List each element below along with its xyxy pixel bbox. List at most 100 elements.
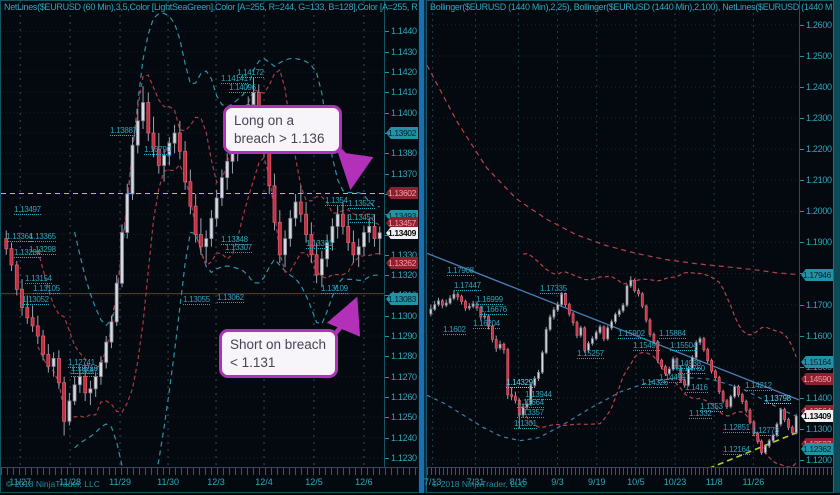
time-tick-label: 9/19 [587,477,606,487]
price-label: 1.13497 [14,205,41,215]
time-tick-label: 11/8 [705,477,723,487]
axis-tick-label: 1.1370 [391,169,417,179]
axis-tick-label: 1.1900 [806,237,832,247]
price-axis-hourly[interactable]: 1.14401.14301.14201.14101.14001.13901.13… [384,1,418,468]
chart-title-daily: Bollinger($EURUSD (1440 Min),2,25), Boll… [430,2,832,12]
axis-tick [385,113,389,114]
price-label: 1.13527 [348,199,375,209]
callout-long-breach[interactable]: Long on a breach > 1.136 [223,105,342,155]
axis-tick-label: 1.1410 [391,87,417,97]
price-label: 1.13055 [183,295,210,305]
axis-tick [800,211,804,212]
time-tick-label: 10/23 [663,477,687,487]
axis-tick [385,458,389,459]
price-label: 1.1416 [685,383,708,393]
axis-tick-label: 1.1300 [806,424,832,434]
axis-tick [800,273,804,274]
price-label: 1.1353 [700,402,723,412]
price-label: 1.13944 [525,390,552,400]
price-label: 1.13062 [217,293,244,303]
axis-tick-label: 1.2100 [806,175,832,185]
price-axis-daily[interactable]: 1.2600 1.2500 1.2400 1.2300 1.2200 1.2100 1.20… [799,1,833,468]
axis-tick [800,180,804,181]
axis-tick [800,87,804,88]
axis-tick-label: 1.1250 [391,412,417,422]
axis-tick-label: 1.1420 [391,67,417,77]
price-label: 1.17908 [447,266,474,276]
time-axis-hourly[interactable]: 11/27 11/28 11/29 11/30 12/3 12/4 12/5 12/6 [1,467,418,492]
price-label: 1.15884 [659,329,686,339]
time-tick-label: 11/28 [59,477,82,487]
axis-tick-label: 1.1320 [391,270,417,280]
axis-tick-label: 1.1700 [806,300,832,310]
price-label: 1.1602 [443,325,466,335]
axis-tick-label: 1.1440 [391,26,417,36]
price-marker-teal: 1.12362 [801,443,833,455]
panel-separator[interactable] [418,0,426,493]
axis-tick-label: 1.1240 [391,433,417,443]
time-tick-label: 12/4 [255,477,273,487]
chart-plot-hourly[interactable]: 1.141721.141411.140961.139881.137901.138… [1,1,385,468]
time-tick-marks [1,468,418,475]
price-label: 1.12697 [71,367,98,377]
axis-tick [385,153,389,154]
axis-tick [385,316,389,317]
axis-tick [385,194,389,195]
axis-tick-label: 1.1300 [391,311,417,321]
price-label: 1.14141 [221,74,248,84]
chart-plot-daily[interactable]: 1.17908 1.17447 1.17335 1.16999 1.16676 1.162… [427,1,800,468]
price-label: 1.15504 [670,341,697,351]
axis-tick-label: 1.2000 [806,206,832,216]
axis-tick [385,174,389,175]
axis-tick-label: 1.1200 [806,455,832,465]
price-label: 1.12773 [752,426,779,436]
axis-tick [385,397,389,398]
axis-tick-label: 1.1330 [391,250,417,260]
price-label: 1.15257 [577,349,604,359]
time-tick-label: 12/6 [355,477,373,487]
price-marker-white: 1.13409 [386,227,418,239]
price-marker-red: 1.13602 [386,187,418,199]
axis-tick [385,92,389,93]
chart-canvas [427,1,800,468]
chart-panel-daily[interactable]: Bollinger($EURUSD (1440 Min),2,25), Boll… [423,0,834,493]
price-label: 1.13284 [14,248,41,258]
price-label: 1.15497 [633,341,660,351]
axis-tick [385,295,389,296]
price-marker-teal: 1.15164 [801,356,833,368]
axis-tick-label: 1.2600 [806,20,832,30]
copyright-hourly: © 2018 NinjaTrader, LLC [6,479,100,489]
axis-tick [385,377,389,378]
price-label: 1.13348 [221,235,248,245]
axis-tick [800,149,804,150]
price-label: 1.16204 [473,319,500,329]
price-label: 1.13109 [321,284,348,294]
price-label: 1.13357 [517,408,544,418]
axis-tick-label: 1.2200 [806,144,832,154]
axis-tick [800,336,804,337]
axis-tick [800,25,804,26]
axis-tick [800,429,804,430]
time-tick-label: 7/13 [423,477,442,487]
price-label: 1.1354 [325,196,348,206]
axis-tick [385,52,389,53]
axis-tick [800,118,804,119]
axis-tick-label: 1.2400 [806,82,832,92]
axis-tick [385,417,389,418]
chart-canvas [1,1,385,468]
callout-short-breach[interactable]: Short on breach < 1.131 [219,329,338,379]
axis-tick [385,31,389,32]
time-axis-daily[interactable]: 7/13 7/31 8/16 9/3 9/19 10/5 10/23 11/8 11/26 [423,467,833,492]
price-label: 1.12851 [723,423,750,433]
chart-panel-hourly[interactable]: NetLines($EURUSD (60 Min),3,5,Color [Lig… [0,0,419,493]
price-label: 1.1301 [514,419,537,429]
price-label: 1.13790 [144,145,171,155]
price-label: 1.15902 [618,329,645,339]
price-marker-teal: 1.13083 [386,293,418,305]
price-label: 1.14172 [237,68,264,78]
axis-tick-label: 1.1600 [806,331,832,341]
window-edge-strip [833,0,840,493]
price-marker-red: 1.13457 [386,217,418,229]
price-label: 1.13457 [348,213,375,223]
